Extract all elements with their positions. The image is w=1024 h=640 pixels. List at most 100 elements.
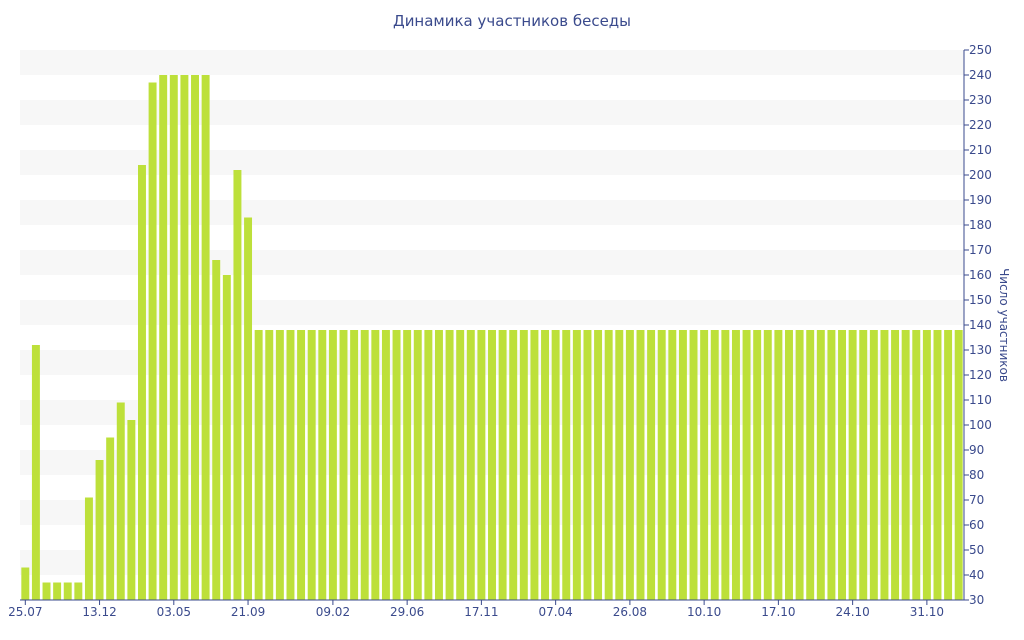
- bar: [413, 330, 422, 600]
- bar: [785, 330, 793, 600]
- bar: [625, 330, 634, 600]
- bar: [647, 330, 656, 600]
- bar: [498, 330, 507, 600]
- x-tick-label: 26.08: [613, 605, 647, 619]
- x-tick-label: 10.10: [687, 605, 721, 619]
- y-axis: 30 40 50 60 70 80 90 100 110 120 130 140 150 160 170 18…: [963, 43, 992, 607]
- bar: [233, 170, 242, 600]
- bar: [53, 582, 62, 600]
- y-axis-title: Число участников: [997, 268, 1011, 382]
- bar: [212, 260, 221, 600]
- bar: [806, 330, 815, 600]
- bar: [551, 330, 560, 600]
- y-tick-label: 190: [969, 193, 992, 207]
- bar: [859, 330, 868, 600]
- bar: [753, 330, 762, 600]
- bar: [636, 330, 645, 600]
- bar: [668, 330, 677, 600]
- bar: [827, 330, 836, 600]
- bar: [488, 330, 496, 600]
- bar: [562, 330, 571, 600]
- bar: [615, 330, 624, 600]
- bar: [318, 330, 327, 600]
- bar: [933, 330, 942, 600]
- bar: [381, 330, 390, 600]
- bar: [445, 330, 454, 600]
- bar: [678, 330, 687, 600]
- y-tick-label: 130: [969, 343, 992, 357]
- x-tick-label: 17.11: [464, 605, 498, 619]
- y-tick-label: 210: [969, 143, 992, 157]
- y-tick-label: 110: [969, 393, 992, 407]
- bar: [689, 330, 698, 600]
- bar: [84, 497, 93, 600]
- bar: [31, 345, 40, 600]
- bar: [922, 330, 931, 600]
- bar: [880, 330, 889, 600]
- x-tick-label: 07.04: [538, 605, 572, 619]
- x-tick-label: 25.07: [8, 605, 42, 619]
- bar: [434, 330, 443, 600]
- bar: [148, 82, 157, 600]
- bar: [816, 330, 825, 600]
- chart-title: Динамика участников беседы: [392, 12, 632, 30]
- bar: [392, 330, 401, 600]
- x-tick-label: 09.02: [316, 605, 350, 619]
- bar: [594, 330, 603, 600]
- x-tick-label: 17.10: [761, 605, 795, 619]
- bar: [731, 330, 740, 600]
- bar: [244, 217, 253, 600]
- bar: [891, 330, 900, 600]
- bar: [519, 330, 528, 600]
- bar: [509, 330, 518, 600]
- bar: [95, 460, 104, 600]
- bar: [424, 330, 433, 600]
- bar: [63, 582, 72, 600]
- y-tick-label: 60: [969, 518, 984, 532]
- bar: [307, 330, 316, 600]
- y-tick-label: 170: [969, 243, 992, 257]
- bar: [127, 420, 136, 600]
- bar: [944, 330, 953, 600]
- bar: [710, 330, 719, 600]
- bar: [254, 330, 263, 600]
- x-tick-label: 29.06: [390, 605, 424, 619]
- bar: [138, 165, 146, 600]
- bar: [954, 330, 963, 600]
- y-tick-label: 200: [969, 168, 992, 182]
- bar: [795, 330, 804, 600]
- bar: [297, 330, 306, 600]
- bar: [530, 330, 539, 600]
- bar: [572, 330, 581, 600]
- bar: [275, 330, 284, 600]
- bar: [265, 330, 274, 600]
- bar: [477, 330, 486, 600]
- bar: [201, 75, 210, 600]
- x-tick-label: 21.09: [231, 605, 265, 619]
- bar: [466, 330, 475, 600]
- bar: [838, 330, 846, 600]
- y-tick-label: 40: [969, 568, 984, 582]
- bar: [456, 330, 465, 600]
- x-tick-label: 24.10: [835, 605, 869, 619]
- x-tick-label: 13.12: [82, 605, 116, 619]
- y-tick-label: 150: [969, 293, 992, 307]
- bar: [74, 582, 83, 600]
- bar: [657, 330, 666, 600]
- y-tick-label: 220: [969, 118, 992, 132]
- bar: [191, 75, 199, 600]
- bar: [774, 330, 783, 600]
- bar: [403, 330, 412, 600]
- y-tick-label: 160: [969, 268, 992, 282]
- bar: [901, 330, 910, 600]
- bar: [604, 330, 613, 600]
- x-axis: 25.07 13.12 03.05 21.09 09.02 29.06 17.11 07.04…: [8, 599, 964, 619]
- y-tick-label: 70: [969, 493, 984, 507]
- y-tick-label: 50: [969, 543, 984, 557]
- bar: [222, 275, 231, 600]
- y-tick-label: 230: [969, 93, 992, 107]
- bar: [21, 567, 30, 600]
- y-tick-label: 180: [969, 218, 992, 232]
